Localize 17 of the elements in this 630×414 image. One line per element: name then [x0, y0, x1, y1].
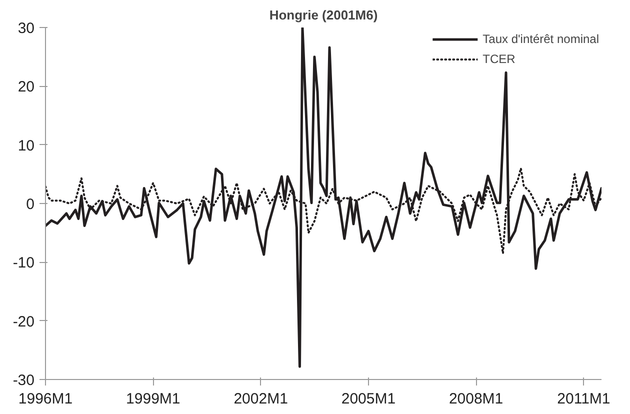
chart-title: Hongrie (2001M6)	[269, 8, 378, 22]
y-tick-label: -20	[12, 313, 35, 330]
legend-label: Taux d'intérêt nominal	[482, 32, 599, 46]
x-tick-label: 2008M1	[448, 390, 504, 408]
x-tick-label: 2005M1	[341, 390, 396, 408]
x-tick-label: 2011M1	[557, 390, 610, 408]
x-tick-label: 1996M1	[18, 390, 73, 408]
x-tick-label: 1999M1	[126, 390, 180, 408]
x-tick-label: 2002M1	[234, 390, 288, 408]
y-tick-label: 20	[18, 78, 35, 96]
y-tick-label: 30	[18, 20, 35, 37]
line-series	[46, 28, 602, 368]
legend-label: TCER	[482, 52, 516, 66]
y-tick-label: -30	[12, 372, 35, 389]
y-tick-label: 10	[18, 137, 35, 154]
y-tick-label: 0	[26, 196, 34, 213]
y-tick-label: -10	[12, 254, 35, 272]
